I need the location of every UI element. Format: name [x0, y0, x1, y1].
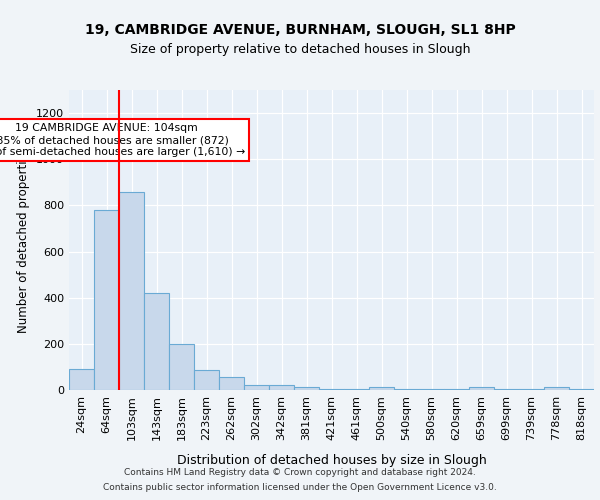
Bar	[194, 370, 219, 390]
Bar	[69, 369, 94, 390]
Text: Contains HM Land Registry data © Crown copyright and database right 2024.: Contains HM Land Registry data © Crown c…	[124, 468, 476, 477]
X-axis label: Distribution of detached houses by size in Slough: Distribution of detached houses by size …	[176, 454, 487, 467]
Bar	[394, 389, 419, 390]
Bar	[244, 385, 269, 390]
Bar	[469, 387, 494, 390]
Bar	[144, 293, 169, 390]
Bar	[494, 389, 519, 390]
Text: Contains public sector information licensed under the Open Government Licence v3: Contains public sector information licen…	[103, 483, 497, 492]
Bar	[444, 389, 469, 390]
Bar	[119, 192, 144, 390]
Text: 19, CAMBRIDGE AVENUE, BURNHAM, SLOUGH, SL1 8HP: 19, CAMBRIDGE AVENUE, BURNHAM, SLOUGH, S…	[85, 22, 515, 36]
Bar	[419, 389, 444, 390]
Bar	[219, 378, 244, 390]
Bar	[94, 210, 119, 390]
Bar	[519, 389, 544, 390]
Text: 19 CAMBRIDGE AVENUE: 104sqm
← 35% of detached houses are smaller (872)
64% of se: 19 CAMBRIDGE AVENUE: 104sqm ← 35% of det…	[0, 124, 245, 156]
Bar	[294, 387, 319, 390]
Bar	[344, 389, 369, 390]
Bar	[169, 344, 194, 390]
Bar	[369, 387, 394, 390]
Bar	[319, 389, 344, 390]
Bar	[544, 387, 569, 390]
Bar	[269, 386, 294, 390]
Y-axis label: Number of detached properties: Number of detached properties	[17, 147, 31, 333]
Bar	[569, 389, 594, 390]
Text: Size of property relative to detached houses in Slough: Size of property relative to detached ho…	[130, 42, 470, 56]
